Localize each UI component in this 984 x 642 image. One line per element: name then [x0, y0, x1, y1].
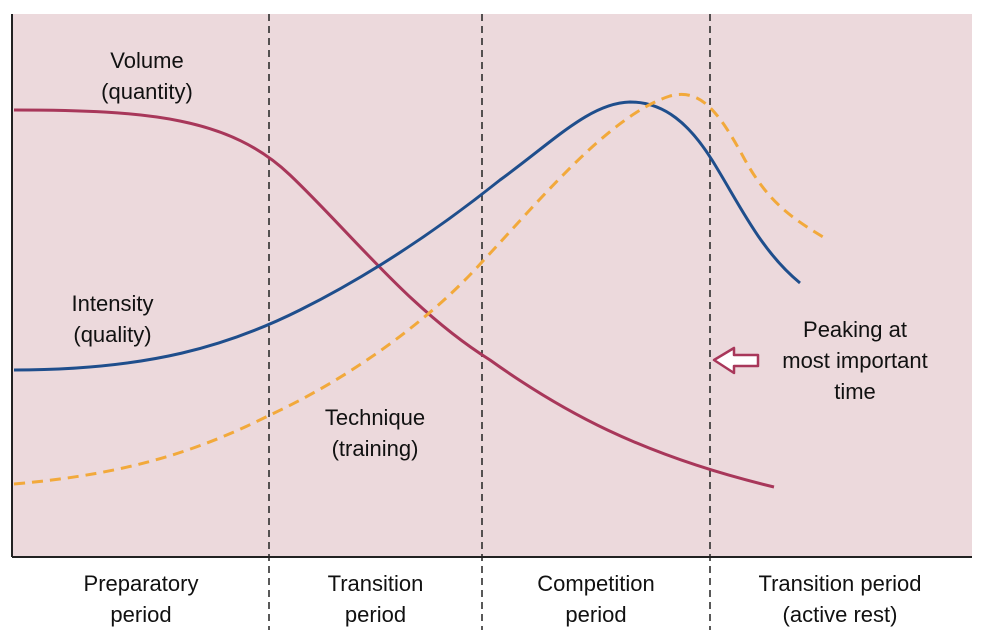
technique-label: Technique (training): [310, 402, 440, 464]
left-arrow-icon: [712, 346, 760, 375]
period-transition: Transition period: [269, 568, 482, 630]
period-competition-line2: period: [565, 602, 627, 627]
period-competition-line1: Competition: [537, 571, 655, 596]
period-transition-line1: Transition: [327, 571, 424, 596]
intensity-label-line2: (quality): [73, 322, 152, 347]
technique-curve: [13, 93, 829, 486]
volume-label-line2: (quantity): [101, 79, 193, 104]
period-transition-rest-line2: (active rest): [782, 602, 898, 627]
volume-label: Volume (quantity): [92, 45, 202, 107]
period-transition-rest: Transition period (active rest): [720, 568, 960, 630]
period-preparatory-line1: Preparatory: [83, 571, 199, 596]
volume-curve: [13, 108, 775, 489]
intensity-label-line1: Intensity: [71, 291, 154, 316]
peaking-line3: time: [834, 379, 876, 404]
period-preparatory: Preparatory period: [30, 568, 252, 630]
period-preparatory-line2: period: [110, 602, 172, 627]
technique-label-line2: (training): [331, 436, 419, 461]
intensity-label: Intensity (quality): [55, 288, 170, 350]
peaking-line1: Peaking at: [803, 317, 907, 342]
period-transition-rest-line1: Transition period: [758, 571, 922, 596]
technique-label-line1: Technique: [324, 405, 426, 430]
intensity-curve: [13, 100, 801, 372]
volume-label-line1: Volume: [110, 48, 184, 73]
period-transition-line2: period: [344, 602, 407, 627]
plot-background: [12, 14, 972, 557]
peaking-annotation: Peaking at most important time: [760, 314, 950, 407]
peaking-line2: most important: [782, 348, 928, 373]
period-competition: Competition period: [482, 568, 710, 630]
